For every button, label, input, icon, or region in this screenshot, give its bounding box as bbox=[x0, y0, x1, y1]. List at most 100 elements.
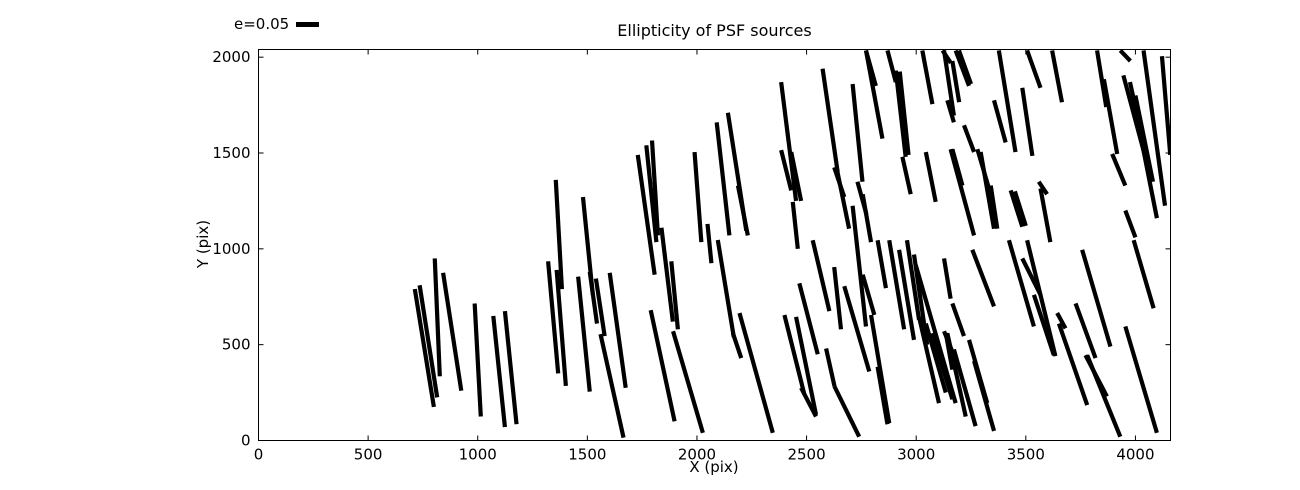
ellipticity-stick bbox=[1050, 50, 1065, 103]
ellipticity-stick bbox=[472, 303, 483, 417]
ellipticity-stick bbox=[1056, 322, 1090, 406]
ellipticity-stick bbox=[491, 315, 508, 428]
y-tick-label: 2000 bbox=[212, 48, 250, 66]
ellipticity-stick bbox=[988, 185, 1000, 230]
ellipticity-stick bbox=[1008, 189, 1025, 228]
ellipticity-stick bbox=[797, 282, 820, 355]
x-tick-label: 2500 bbox=[787, 446, 825, 464]
ellipticity-stick bbox=[714, 122, 732, 236]
ellipticity-stick bbox=[923, 151, 938, 203]
axes-frame bbox=[258, 49, 1171, 441]
ellipticity-stick bbox=[1006, 239, 1036, 328]
ellipticity-stick bbox=[820, 68, 840, 173]
ellipticity-stick bbox=[644, 145, 659, 243]
ellipticity-stick bbox=[930, 332, 955, 400]
ellipticity-stick bbox=[1025, 239, 1058, 357]
x-axis-label: X (pix) bbox=[689, 458, 739, 476]
ellipticity-stick bbox=[991, 99, 1008, 144]
ellipticity-stick bbox=[950, 60, 962, 103]
ellipticity-stick bbox=[941, 258, 953, 300]
ellipticity-stick bbox=[1135, 118, 1159, 219]
ellipticity-stick bbox=[832, 384, 862, 438]
ellipticity-stick bbox=[945, 332, 968, 417]
x-tick-label: 500 bbox=[354, 446, 383, 464]
x-tick-label: 4000 bbox=[1116, 446, 1154, 464]
ellipticity-stick bbox=[956, 49, 973, 85]
ellipticity-stick bbox=[860, 193, 874, 243]
ellipticity-stick bbox=[1073, 302, 1098, 359]
ellipticity-stick bbox=[916, 316, 942, 404]
x-tick-label: 3500 bbox=[1007, 446, 1045, 464]
ellipticity-stick bbox=[593, 278, 607, 337]
ellipticity-stick bbox=[735, 185, 750, 236]
x-tick-label: 1500 bbox=[568, 446, 606, 464]
ellipticity-stick bbox=[790, 201, 800, 250]
ellipticity-stick bbox=[1123, 209, 1138, 239]
ellipticity-stick bbox=[441, 272, 464, 391]
ellipticity-stick bbox=[824, 348, 837, 387]
ellipticity-stick bbox=[1123, 325, 1159, 434]
ellipticity-stick bbox=[835, 171, 852, 230]
x-tick-label: 3000 bbox=[897, 446, 935, 464]
ellipticity-stick bbox=[897, 249, 917, 341]
ellipticity-stick bbox=[715, 239, 736, 338]
ellipticity-stick bbox=[897, 71, 911, 156]
ellipticity-stick bbox=[842, 285, 872, 373]
ellipticity-stick bbox=[554, 269, 568, 387]
ellipticity-stick bbox=[502, 310, 519, 425]
ellipticity-stick bbox=[671, 330, 705, 434]
ellipticity-stick bbox=[1025, 49, 1043, 89]
ellipticity-stick bbox=[900, 156, 913, 195]
ellipticity-stick bbox=[850, 205, 869, 327]
ellipticity-stick bbox=[648, 309, 677, 422]
ellipticity-stick bbox=[953, 49, 971, 87]
ellipticity-stick bbox=[737, 312, 775, 434]
ellipticity-sticks bbox=[412, 49, 1171, 439]
ellipticity-stick bbox=[920, 50, 935, 105]
ellipticity-stick bbox=[799, 386, 818, 418]
ellipticity-stick bbox=[875, 366, 890, 425]
ellipticity-stick bbox=[1036, 180, 1049, 196]
ellipticity-stick bbox=[887, 239, 907, 330]
ellipticity-stick bbox=[941, 50, 956, 116]
ellipticity-stick bbox=[692, 151, 704, 243]
ellipticity-stick bbox=[659, 227, 675, 322]
ellipticity-stick bbox=[951, 348, 978, 427]
ellipticity-stick bbox=[904, 239, 922, 321]
ellipticity-stick bbox=[996, 50, 1018, 153]
y-tick-label: 0 bbox=[241, 432, 251, 450]
legend: e=0.05 bbox=[234, 15, 320, 33]
ellipticity-stick bbox=[553, 179, 565, 290]
ellipticity-stick bbox=[432, 258, 442, 377]
ellipticity-stick bbox=[705, 223, 714, 264]
ellipticity-stick bbox=[412, 288, 436, 408]
ellipticity-stick bbox=[1118, 49, 1132, 63]
ellipticity-stick bbox=[1101, 78, 1120, 155]
ellipticity-stick bbox=[1131, 239, 1156, 309]
legend-key-bar bbox=[296, 21, 320, 27]
ellipticity-stick bbox=[598, 333, 626, 439]
ellipticity-stick bbox=[789, 151, 804, 202]
y-tick-label: 500 bbox=[222, 336, 251, 354]
ellipticity-stick bbox=[417, 284, 440, 398]
ellipticity-stick bbox=[1141, 50, 1168, 206]
ellipticity-stick bbox=[810, 239, 832, 312]
x-tick-label: 0 bbox=[254, 446, 264, 464]
x-tick-label: 1000 bbox=[459, 446, 497, 464]
ellipticity-stick bbox=[875, 239, 889, 289]
ellipticity-stick bbox=[1038, 188, 1053, 243]
ellipticity-stick bbox=[948, 148, 977, 236]
ellipticity-stick bbox=[1085, 354, 1123, 438]
ellipticity-stick bbox=[1133, 95, 1156, 183]
ellipticity-stick bbox=[546, 261, 561, 374]
ellipticity-stick bbox=[962, 124, 977, 153]
ellipticity-stick bbox=[635, 154, 657, 276]
ellipticity-stick bbox=[1080, 249, 1113, 348]
ellipticity-stick bbox=[832, 266, 844, 330]
ellipticity-stick bbox=[1020, 87, 1035, 157]
ellipticity-stick bbox=[970, 249, 996, 308]
ellipticity-stick bbox=[779, 149, 794, 191]
y-tick-label: 1000 bbox=[212, 240, 250, 258]
